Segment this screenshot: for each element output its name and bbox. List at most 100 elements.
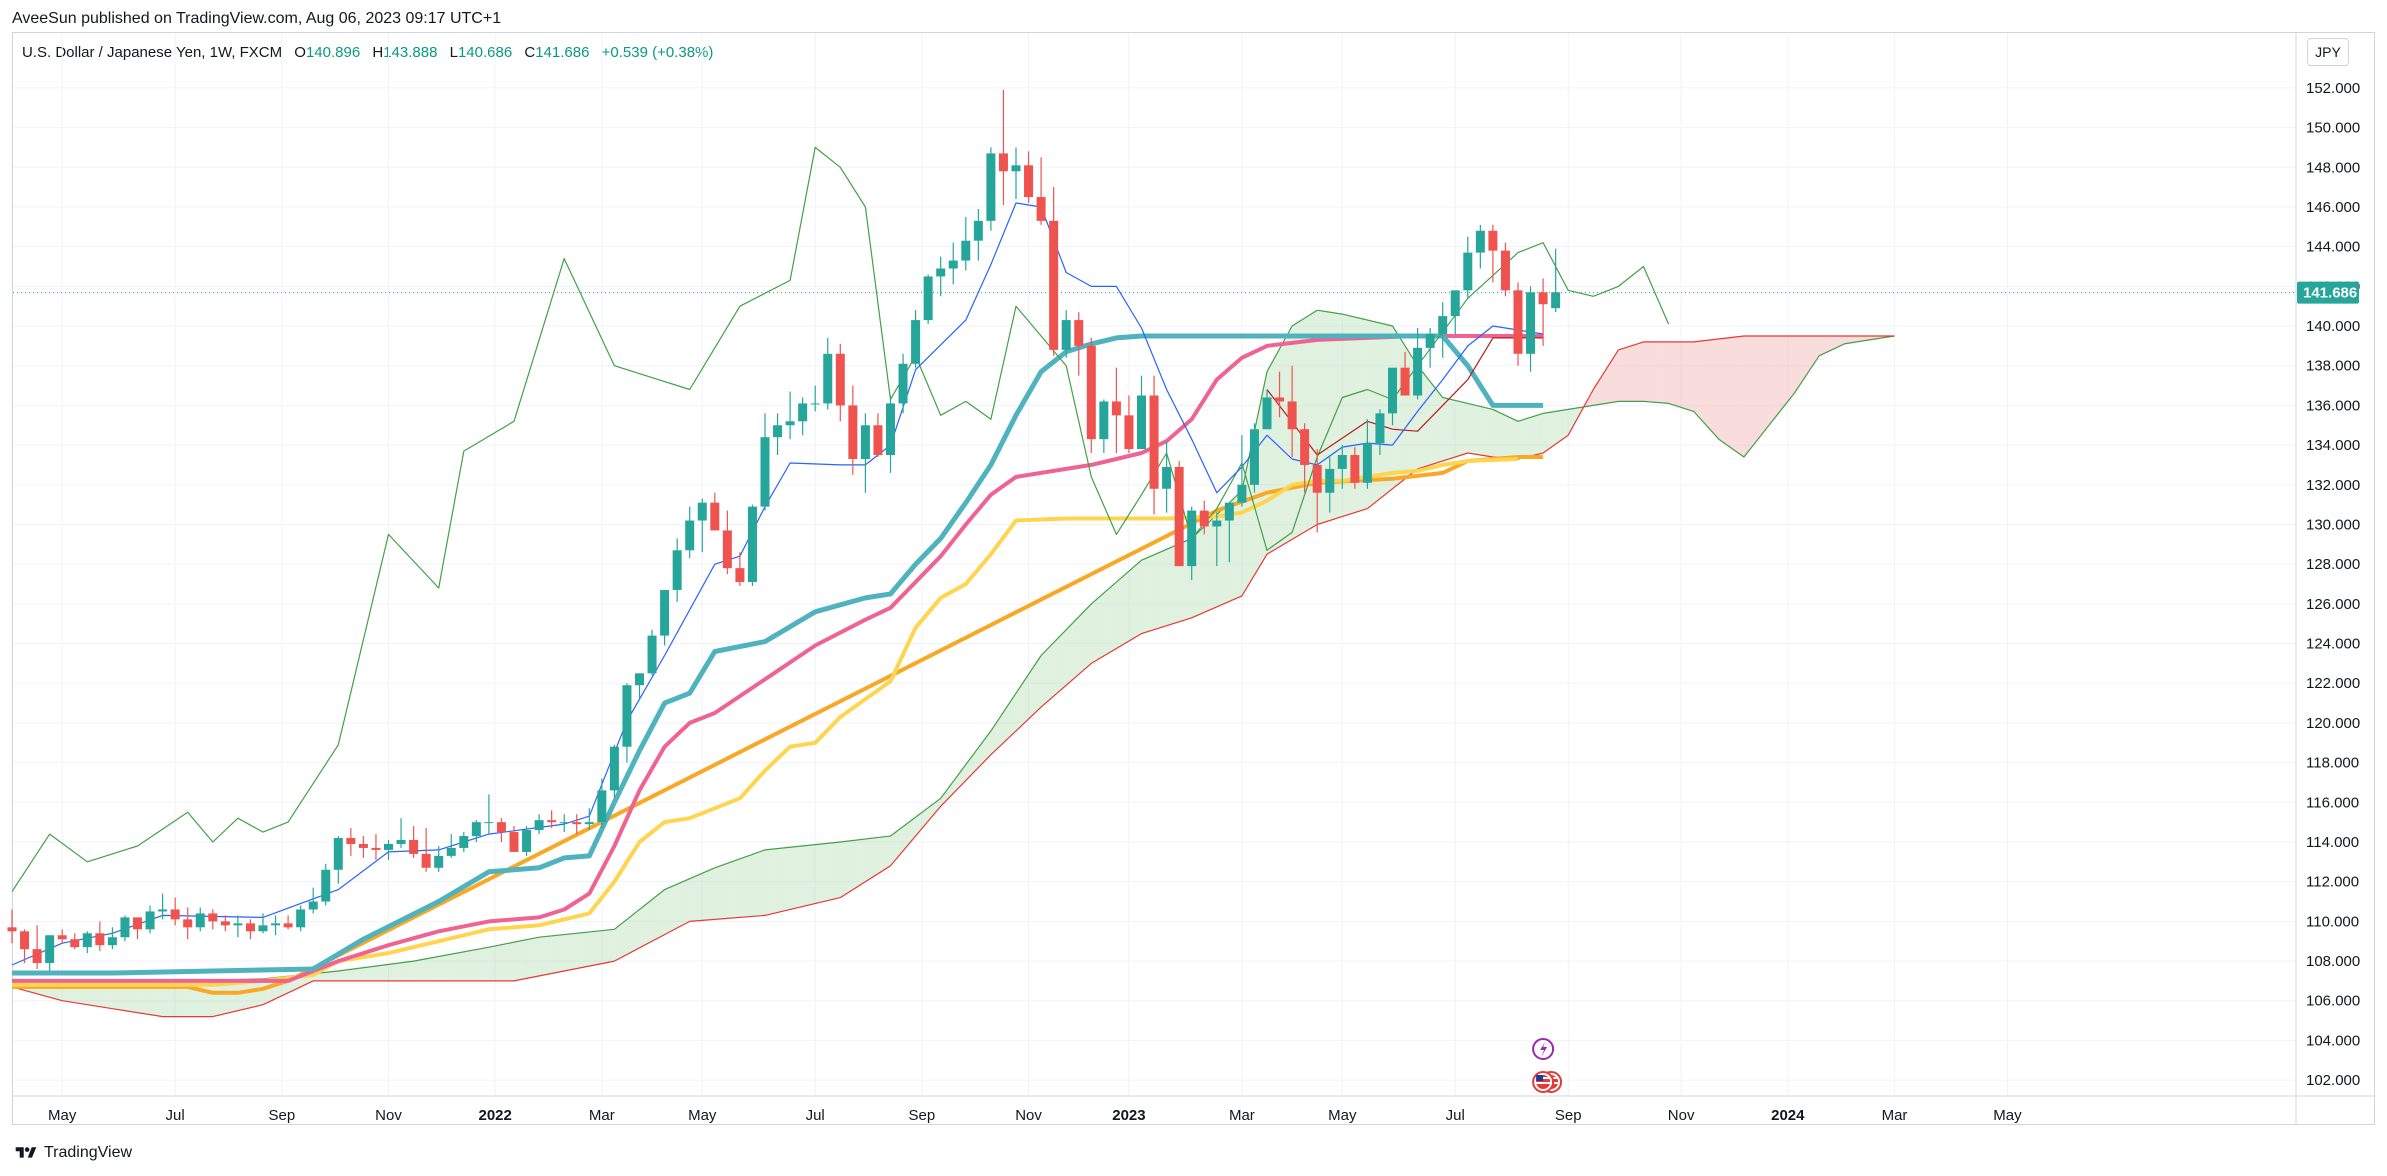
cloud-segment bbox=[965, 756, 973, 781]
cloud-segment bbox=[990, 721, 998, 755]
candle-body bbox=[1450, 290, 1460, 317]
cloud-segment bbox=[1047, 642, 1054, 702]
candle-body bbox=[1300, 429, 1310, 465]
time-tick-label: Sep bbox=[1555, 1107, 1582, 1124]
cloud-segment bbox=[350, 968, 358, 981]
candle-body bbox=[82, 933, 92, 948]
cloud-segment bbox=[1474, 404, 1481, 456]
price-tick-label: 152.000 bbox=[2306, 80, 2360, 97]
price-tick-label: 108.000 bbox=[2306, 953, 2360, 970]
cloud-segment bbox=[1122, 571, 1129, 645]
cloud-segment bbox=[1568, 408, 1575, 436]
candle bbox=[496, 818, 506, 842]
cloud-segment bbox=[1078, 610, 1086, 675]
cloud-segment bbox=[890, 831, 897, 866]
candle-body bbox=[1463, 252, 1473, 291]
candle-body bbox=[534, 820, 544, 831]
cloud-segment bbox=[1128, 565, 1136, 642]
price-tick-label: 120.000 bbox=[2306, 715, 2360, 732]
cloud-segment bbox=[488, 945, 496, 981]
close-value: 141.686 bbox=[535, 44, 590, 61]
price-tick-label: 114.000 bbox=[2306, 834, 2359, 851]
candle bbox=[1362, 419, 1372, 489]
cloud-segment bbox=[394, 962, 402, 981]
candle-body bbox=[986, 153, 996, 221]
cloud-segment bbox=[1794, 335, 1801, 394]
candle bbox=[873, 413, 883, 458]
candle-body bbox=[1086, 345, 1096, 440]
time-tick-label: Mar bbox=[1882, 1107, 1908, 1124]
candle bbox=[1137, 375, 1146, 450]
cloud-segment bbox=[1003, 702, 1010, 743]
time-tick-label: 2023 bbox=[1112, 1107, 1145, 1124]
cloud-span-b-line bbox=[11, 335, 1895, 1018]
cloud-segment bbox=[401, 961, 408, 981]
cloud-segment bbox=[1831, 335, 1839, 350]
candle-body bbox=[559, 822, 569, 824]
candle bbox=[923, 274, 933, 325]
currency-button[interactable]: JPY bbox=[2307, 38, 2349, 66]
cloud-segment bbox=[695, 873, 703, 921]
candle bbox=[747, 504, 757, 586]
symbol-title[interactable]: U.S. Dollar / Japanese Yen, 1W, FXCM bbox=[22, 44, 283, 61]
candle bbox=[1237, 435, 1247, 507]
cloud-segment bbox=[407, 961, 414, 981]
cloud-segment bbox=[765, 849, 772, 916]
cloud-segment bbox=[564, 933, 571, 971]
candle bbox=[1074, 312, 1084, 376]
candle-body bbox=[1237, 484, 1247, 503]
flag-stripe-white bbox=[1536, 1082, 1551, 1084]
candle-body bbox=[409, 840, 419, 854]
cloud-segment bbox=[746, 854, 753, 917]
candle bbox=[145, 905, 155, 934]
candle bbox=[82, 931, 92, 954]
time-tick-label: Mar bbox=[1229, 1107, 1255, 1124]
series-ma-orange bbox=[12, 455, 1544, 995]
time-tick-label: Jul bbox=[806, 1107, 825, 1124]
price-tick-label: 150.000 bbox=[2306, 120, 2360, 137]
event-marker[interactable] bbox=[1532, 1038, 1563, 1093]
cloud-segment bbox=[852, 839, 860, 890]
cloud-segment bbox=[263, 978, 270, 1005]
cloud-segment bbox=[714, 865, 722, 920]
candle-body bbox=[810, 403, 820, 405]
candle-body bbox=[57, 935, 67, 940]
cloud-segment bbox=[1649, 341, 1657, 403]
candle-body bbox=[1400, 367, 1410, 396]
price-tick-label: 148.000 bbox=[2306, 159, 2360, 176]
candle bbox=[547, 810, 557, 829]
candle bbox=[735, 552, 745, 586]
candle-body bbox=[258, 925, 268, 932]
candle bbox=[1099, 399, 1109, 454]
cloud-segment bbox=[1423, 373, 1431, 467]
cloud-segment bbox=[1059, 629, 1067, 691]
cloud-segment bbox=[1536, 413, 1544, 455]
cloud-segment bbox=[1624, 345, 1631, 402]
candle bbox=[384, 840, 393, 860]
cloud-segment bbox=[570, 933, 577, 970]
candles bbox=[7, 89, 1561, 971]
series-lagging-span bbox=[11, 146, 1670, 892]
cloud-segment bbox=[1743, 335, 1751, 458]
candle-body bbox=[208, 913, 218, 922]
candle bbox=[886, 395, 895, 473]
candle-body bbox=[1174, 466, 1184, 567]
cloud-segment bbox=[1706, 339, 1713, 433]
candle-body bbox=[622, 685, 632, 747]
cloud-segment bbox=[834, 841, 841, 900]
cloud-segment bbox=[752, 852, 759, 917]
cloud-segment bbox=[620, 919, 627, 958]
cloud-segment bbox=[827, 842, 835, 901]
cloud-segment bbox=[1379, 323, 1387, 499]
candle bbox=[973, 208, 983, 261]
candle-body bbox=[547, 820, 557, 823]
candle bbox=[95, 921, 105, 952]
candle-body bbox=[1475, 230, 1485, 253]
candle bbox=[170, 897, 180, 926]
cloud-segment bbox=[1461, 401, 1468, 456]
cloud-segment bbox=[1467, 403, 1475, 455]
cloud-segment bbox=[871, 837, 878, 878]
cloud-segment bbox=[1022, 674, 1029, 725]
cloud-segment bbox=[1066, 623, 1073, 686]
